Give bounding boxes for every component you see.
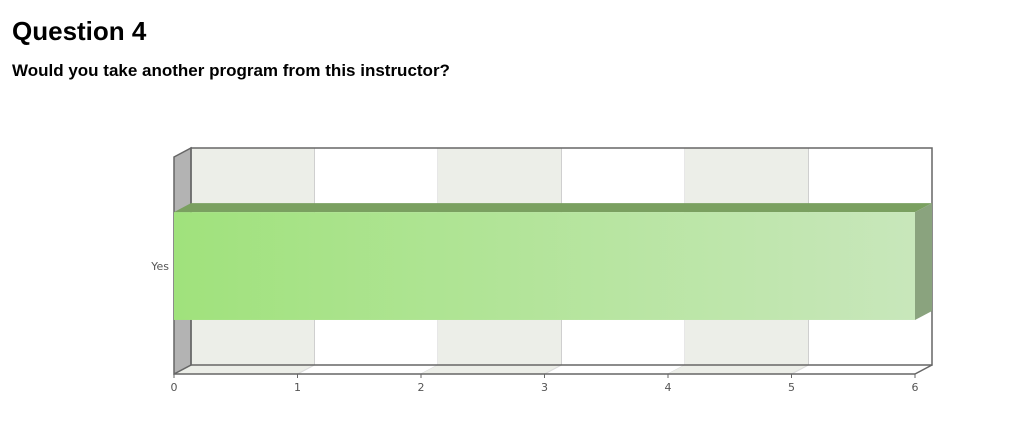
x-tick-label: 2	[418, 381, 425, 394]
x-tick-label: 6	[912, 381, 919, 394]
question-title: Question 4	[12, 16, 147, 46]
x-tick-label: 5	[788, 381, 795, 394]
bar-yes	[174, 212, 915, 320]
x-tick-label: 3	[541, 381, 548, 394]
bar-side-face	[915, 203, 932, 320]
category-label: Yes	[150, 260, 169, 273]
x-tick-label: 1	[294, 381, 301, 394]
floor-gridline	[544, 364, 562, 375]
bar-top-face	[174, 203, 932, 213]
question-text: Would you take another program from this…	[12, 61, 450, 80]
floor-band	[668, 365, 809, 374]
floor-band	[174, 365, 315, 374]
x-tick-label: 0	[171, 381, 178, 394]
floor-gridline	[791, 364, 809, 375]
floor-edge	[914, 364, 933, 375]
floor-gridline	[297, 364, 315, 375]
floor-band	[421, 365, 562, 374]
x-tick-label: 4	[665, 381, 672, 394]
